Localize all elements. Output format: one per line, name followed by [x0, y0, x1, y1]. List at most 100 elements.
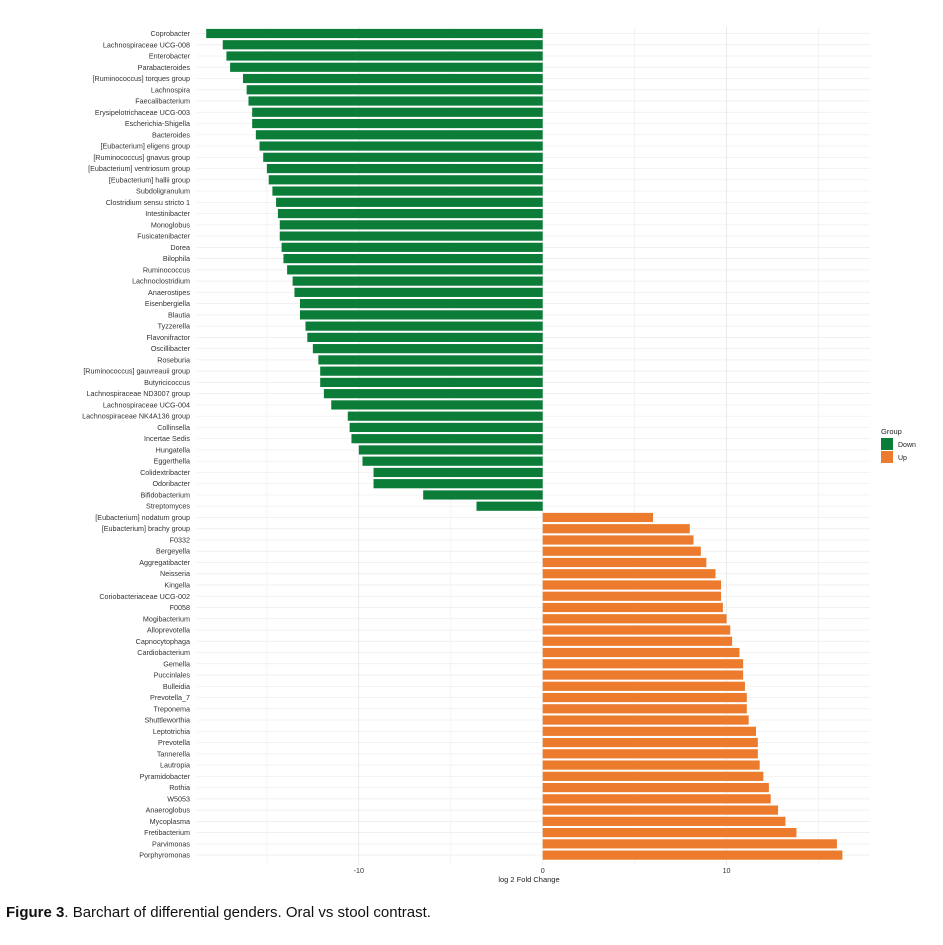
y-tick-label-blautia: Blautia [168, 310, 190, 319]
y-tick-label-coprobacter: Coprobacter [150, 29, 190, 38]
bar-blautia [299, 310, 543, 320]
bar-streptomyces [476, 501, 543, 511]
y-tick-label-butyricicoccus: Butyricicoccus [144, 378, 190, 387]
y-tick-label-ruminococcus: Ruminococcus [143, 265, 191, 274]
legend: Group Down Up [881, 427, 916, 463]
y-tick-label-gemella: Gemella [163, 659, 190, 668]
y-tick-label-anaeroglobus: Anaeroglobus [146, 806, 191, 815]
legend-label-down: Down [898, 442, 916, 449]
y-tick-label-ruminococcus-gauvreauii-group: [Ruminococcus] gauvreauii group [83, 367, 190, 376]
bar-lachnoclostridium [292, 276, 543, 286]
bar-tannerella [542, 749, 758, 759]
x-tick-labels: -10 0 10 [354, 866, 731, 875]
bar-incertae-sedis [351, 434, 543, 444]
bar-clostridium-sensu-stricto-1 [276, 197, 543, 207]
y-tick-label-bilophila: Bilophila [163, 254, 190, 263]
bar-fusicatenibacter [279, 231, 543, 241]
bar-parabacteroides [230, 62, 543, 72]
y-tick-label-collinsella: Collinsella [157, 423, 190, 432]
y-tick-label-flavonifractor: Flavonifractor [146, 333, 190, 342]
legend-label-up: Up [898, 455, 907, 462]
bar-hungatella [358, 445, 543, 455]
y-tick-label-bacteroides: Bacteroides [152, 130, 190, 139]
y-tick-label-w5053: W5053 [167, 794, 190, 803]
bar-oscillibacter [312, 344, 543, 354]
bar-tyzzerella [305, 321, 543, 331]
y-tick-label-rothia: Rothia [169, 783, 190, 792]
legend-key-down [881, 438, 893, 450]
y-tick-label-clostridium-sensu-stricto-1: Clostridium sensu stricto 1 [106, 198, 190, 207]
y-tick-label-ruminococcus-gnavus-group: [Ruminococcus] gnavus group [93, 153, 190, 162]
y-tick-label-pyramidobacter: Pyramidobacter [140, 772, 191, 781]
bar-puccinlales [542, 670, 744, 680]
y-tick-label-parabacteroides: Parabacteroides [138, 63, 191, 72]
y-tick-label-parvimonas: Parvimonas [152, 839, 190, 848]
bar-eubacterium-ventriosum-group [266, 163, 543, 174]
y-tick-label-roseburia: Roseburia [157, 355, 190, 364]
y-tick-label-intestinibacter: Intestinibacter [145, 209, 190, 218]
bar-anaerostipes [294, 287, 543, 297]
bar-fretibacterium [542, 828, 797, 838]
bar-butyricicoccus [320, 377, 543, 388]
y-tick-label-lachnospira: Lachnospira [151, 85, 190, 94]
bar-kingella [542, 580, 722, 590]
bar-bulleidia [542, 681, 745, 691]
x-tick-label: -10 [354, 866, 364, 875]
bar-ruminococcus-gnavus-group [263, 152, 543, 162]
bar-roseburia [318, 355, 543, 365]
y-tick-label-bulleidia: Bulleidia [163, 682, 190, 691]
bar-faecalibacterium [248, 96, 543, 106]
bar-coprobacter [206, 28, 543, 39]
y-tick-label-lachnoclostridium: Lachnoclostridium [132, 277, 190, 286]
bar-pyramidobacter [542, 771, 764, 781]
bar-ruminococcus-gauvreauii-group [320, 366, 543, 376]
y-tick-label-f0332: F0332 [170, 535, 190, 544]
bar-bifidobacterium [423, 490, 543, 500]
caption-text: . Barchart of differential genders. Oral… [64, 904, 431, 921]
y-tick-label-eubacterium-hallii-group: [Eubacterium] hallii group [109, 175, 190, 184]
bar-lachnospira [246, 85, 543, 95]
caption-label: Figure 3 [6, 904, 65, 921]
bar-lachnospiraceae-ucg-008 [222, 40, 543, 50]
y-tick-label-capnocytophaga: Capnocytophaga [136, 637, 190, 646]
bar-alloprevotella [542, 625, 731, 635]
bar-prevotella-7 [542, 692, 747, 703]
bar-collinsella [349, 422, 543, 433]
bar-f0058 [542, 602, 723, 613]
y-tick-label-prevotella-7: Prevotella_7 [150, 693, 190, 702]
bar-colidextribacter [373, 467, 543, 478]
y-tick-label-faecalibacterium: Faecalibacterium [135, 97, 190, 106]
bar-eubacterium-nodatum-group [542, 512, 654, 523]
figure-caption: Figure 3. Barchart of differential gende… [6, 904, 936, 921]
bar-neisseria [542, 569, 716, 579]
bar-escherichia-shigella [252, 118, 543, 129]
x-tick-label: 0 [541, 866, 545, 875]
y-tick-label-subdoligranulum: Subdoligranulum [136, 187, 190, 196]
y-tick-label-eubacterium-eligens-group: [Eubacterium] eligens group [101, 142, 191, 151]
y-tick-label-puccinlales: Puccinlales [154, 671, 191, 680]
bar-eubacterium-hallii-group [268, 175, 543, 185]
y-tick-label-f0058: F0058 [170, 603, 190, 612]
bar-aggregatibacter [542, 557, 707, 568]
bar-prevotella [542, 737, 758, 748]
y-tick-label-monoglobus: Monoglobus [151, 220, 191, 229]
bar-leptotrichia [542, 726, 756, 736]
y-tick-label-escherichia-shigella: Escherichia-Shigella [125, 119, 190, 128]
y-tick-label-anaerostipes: Anaerostipes [148, 288, 190, 297]
y-tick-label-aggregatibacter: Aggregatibacter [139, 558, 190, 567]
y-tick-label-coriobacteriaceae-ucg-002: Coriobacteriaceae UCG-002 [99, 592, 190, 601]
bar-eubacterium-brachy-group [542, 524, 690, 534]
bar-f0332 [542, 535, 694, 545]
bar-flavonifractor [307, 332, 543, 342]
y-tick-label-ruminococcus-torques-group: [Ruminococcus] torques group [93, 74, 190, 83]
y-tick-label-tyzzerella: Tyzzerella [158, 322, 190, 331]
y-tick-label-eisenbergiella: Eisenbergiella [145, 299, 190, 308]
y-tick-label-colidextribacter: Colidextribacter [140, 468, 191, 477]
y-tick-label-cardiobacterium: Cardiobacterium [137, 648, 190, 657]
y-tick-label-incertae-sedis: Incertae Sedis [144, 434, 190, 443]
y-tick-label-porphyromonas: Porphyromonas [139, 851, 190, 860]
bar-eisenbergiella [299, 299, 543, 309]
y-tick-label-treponema: Treponema [154, 704, 191, 713]
y-tick-label-prevotella: Prevotella [158, 738, 190, 747]
bar-subdoligranulum [272, 186, 543, 196]
